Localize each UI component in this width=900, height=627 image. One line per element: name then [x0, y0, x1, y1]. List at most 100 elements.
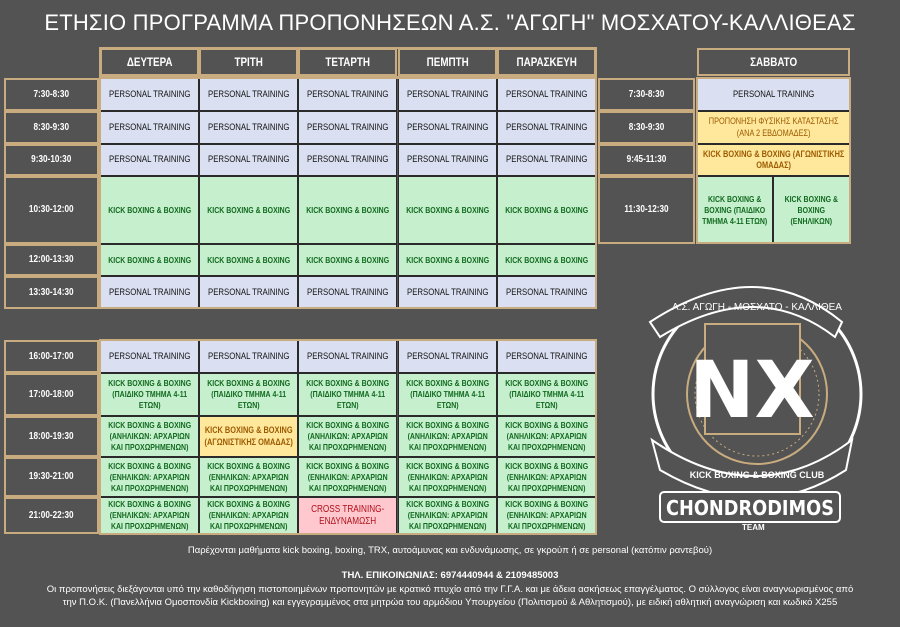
cell-text: PERSONAL TRAINING [505, 121, 588, 133]
cell-text: KICK BOXING & BOXING (ΕΝΗΛΙΚΩΝ: ΑΡΧΑΡΙΩΝ… [505, 499, 588, 531]
cell-text: 7:30-8:30 [33, 88, 70, 100]
day-header-3: ΠΕΜΠΤΗ [398, 48, 497, 76]
cell-text: ΔΕΥΤΕΡΑ [126, 55, 173, 69]
cell-text: PERSONAL TRAINING [732, 88, 815, 100]
cell-text: PERSONAL TRAINING [207, 121, 290, 133]
cell-text: PERSONAL TRAINING [306, 88, 389, 100]
cell-text: 8:30-9:30 [33, 121, 70, 133]
saturday-class-cell: KICK BOXING & BOXING (ΕΝΗΛΙΚΩΝ) [773, 176, 850, 244]
info-text: Οι προπονήσεις διεξάγονται υπό την καθοδ… [46, 584, 854, 608]
cell-text: PERSONAL TRAINING [505, 88, 588, 100]
time-slot: 16:00-17:00 [4, 340, 99, 373]
cell-text: CROSS TRAINING-ΕΝΔΥΝΑΜΩΣΗ [310, 503, 385, 527]
class-cell: PERSONAL TRAINING [199, 276, 298, 309]
class-cell: PERSONAL TRAINING [398, 276, 497, 309]
cell-text: PERSONAL TRAINING [505, 286, 588, 298]
cell-text: KICK BOXING & BOXING [306, 254, 389, 265]
day-header-4: ΠΑΡΑΣΚΕΥΗ [497, 48, 596, 76]
cell-text: KICK BOXING & BOXING (ΠΑΙΔΙΚΟ ΤΜΗΜΑ 4-11… [108, 378, 191, 410]
cell-text: KICK BOXING & BOXING (ΕΝΗΛΙΚΩΝ: ΑΡΧΑΡΙΩΝ… [505, 460, 588, 493]
class-cell: PERSONAL TRAINING [100, 111, 199, 144]
class-cell: PERSONAL TRAINING [398, 144, 497, 176]
class-cell: KICK BOXING & BOXING [298, 244, 397, 276]
saturday-class-cell: PERSONAL TRAINING [697, 78, 850, 111]
time-slot: 19:30-21:00 [4, 457, 99, 497]
cell-text: PERSONAL TRAINING [406, 121, 489, 133]
cell-text: KICK BOXING & BOXING (ΑΝΗΛΙΚΩΝ: ΑΡΧΑΡΙΩΝ… [505, 420, 588, 452]
cell-text: KICK BOXING & BOXING (ΕΝΗΛΙΚΩΝ: ΑΡΧΑΡΙΩΝ… [207, 460, 290, 493]
cell-text: 7:30-8:30 [628, 88, 665, 100]
class-cell: CROSS TRAINING-ΕΝΔΥΝΑΜΩΣΗ [298, 497, 397, 534]
cell-text: KICK BOXING & BOXING [306, 204, 389, 215]
time-slot: 7:30-8:30 [4, 78, 99, 111]
class-cell: PERSONAL TRAINING [100, 144, 199, 176]
class-cell: KICK BOXING & BOXING (ΕΝΗΛΙΚΩΝ: ΑΡΧΑΡΙΩΝ… [199, 457, 298, 497]
cell-text: PERSONAL TRAINING [406, 286, 489, 298]
cell-text: 16:00-17:00 [29, 350, 74, 362]
cell-text: KICK BOXING & BOXING (ΕΝΗΛΙΚΩΝ: ΑΡΧΑΡΙΩΝ… [108, 460, 191, 493]
saturday-time-slot: 11:30-12:30 [598, 176, 695, 244]
class-cell: KICK BOXING & BOXING (ΕΝΗΛΙΚΩΝ: ΑΡΧΑΡΙΩΝ… [398, 497, 497, 534]
saturday-time-slot: 8:30-9:30 [598, 111, 695, 144]
cell-text: PERSONAL TRAINING [406, 350, 489, 362]
class-cell: KICK BOXING & BOXING (ΠΑΙΔΙΚΟ ΤΜΗΜΑ 4-11… [100, 373, 199, 416]
class-cell: KICK BOXING & BOXING [199, 244, 298, 276]
class-cell: KICK BOXING & BOXING (ΕΝΗΛΙΚΩΝ: ΑΡΧΑΡΙΩΝ… [100, 497, 199, 534]
time-slot: 10:30-12:00 [4, 176, 99, 244]
class-cell: KICK BOXING & BOXING (ΠΑΙΔΙΚΟ ΤΜΗΜΑ 4-11… [199, 373, 298, 416]
cell-text: PERSONAL TRAINING [306, 350, 389, 362]
cell-text: 19:30-21:00 [29, 471, 74, 482]
cell-text: KICK BOXING & BOXING (ΑΝΗΛΙΚΩΝ: ΑΡΧΑΡΙΩΝ… [108, 420, 191, 452]
club-logo: Α.Σ. ΑΓΩΓΗ - ΜΟΣΧΑΤΟ - ΚΑΛΛΙΘΕΑ NX KICK … [648, 286, 863, 523]
cell-text: KICK BOXING & BOXING (ΕΝΗΛΙΚΩΝ: ΑΡΧΑΡΙΩΝ… [207, 499, 290, 531]
class-cell: KICK BOXING & BOXING (ΕΝΗΛΙΚΩΝ: ΑΡΧΑΡΙΩΝ… [398, 457, 497, 497]
logo-arc-text: Α.Σ. ΑΓΩΓΗ - ΜΟΣΧΑΤΟ - ΚΑΛΛΙΘΕΑ [672, 302, 842, 313]
cell-text: KICK BOXING & BOXING (ΠΑΙΔΙΚΟ ΤΜΗΜΑ 4-11… [505, 378, 588, 410]
class-cell: PERSONAL TRAINING [298, 78, 397, 111]
class-cell: PERSONAL TRAINING [199, 144, 298, 176]
cell-text: ΣΑΒΒΑΤΟ [750, 55, 798, 69]
cell-text: PERSONAL TRAINING [306, 121, 389, 133]
class-cell: PERSONAL TRAINING [497, 276, 596, 309]
cell-text: PERSONAL TRAINING [108, 88, 191, 100]
class-cell: KICK BOXING & BOXING [298, 176, 397, 244]
class-cell: KICK BOXING & BOXING (ΑΝΗΛΙΚΩΝ: ΑΡΧΑΡΙΩΝ… [298, 416, 397, 457]
time-slot: 17:00-18:00 [4, 373, 99, 416]
class-cell: PERSONAL TRAINING [497, 78, 596, 111]
cell-text: KICK BOXING & BOXING (ΑΝΗΛΙΚΩΝ: ΑΡΧΑΡΙΩΝ… [306, 420, 389, 452]
cell-text: KICK BOXING & BOXING (ΑΓΩΝΙΣΤΙΚΗΣ ΟΜΑΔΑΣ… [204, 425, 293, 447]
cell-text: ΠΡΟΠΟΝΗΣΗ ΦΥΣΙΚΗΣ ΚΑΤΑΣΤΑΣΗΣ (ΑΝΑ 2 ΕΒΔΟ… [708, 116, 839, 138]
class-cell: PERSONAL TRAINING [298, 276, 397, 309]
class-cell: KICK BOXING & BOXING (ΕΝΗΛΙΚΩΝ: ΑΡΧΑΡΙΩΝ… [100, 457, 199, 497]
cell-text: KICK BOXING & BOXING (ΠΑΙΔΙΚΟ ΤΜΗΜΑ 4-11… [306, 378, 389, 410]
class-cell: KICK BOXING & BOXING (ΑΓΩΝΙΣΤΙΚΗΣ ΟΜΑΔΑΣ… [199, 416, 298, 457]
cell-text: KICK BOXING & BOXING [505, 204, 588, 215]
class-cell: PERSONAL TRAINING [497, 144, 596, 176]
cell-text: 13:30-14:30 [29, 286, 74, 298]
cell-text: PERSONAL TRAINING [406, 154, 489, 165]
class-cell: KICK BOXING & BOXING [398, 176, 497, 244]
saturday-class-cell: KICK BOXING & BOXING (ΑΓΩΝΙΣΤΙΚΗΣ ΟΜΑΔΑΣ… [697, 144, 850, 176]
cell-text: PERSONAL TRAINING [306, 154, 389, 165]
logo-team-label: TEAM [742, 523, 765, 532]
cell-text: KICK BOXING & BOXING [207, 204, 290, 215]
class-cell: KICK BOXING & BOXING [100, 176, 199, 244]
class-cell: PERSONAL TRAINING [298, 340, 397, 373]
cell-text: PERSONAL TRAINING [108, 350, 191, 362]
page-title: ΕΤΗΣΙΟ ΠΡΟΓΡΑΜΜΑ ΠΡΟΠΟΝΗΣΕΩΝ Α.Σ. "ΑΓΩΓΗ… [44, 10, 856, 35]
cell-text: PERSONAL TRAINING [207, 88, 290, 100]
class-cell: KICK BOXING & BOXING [398, 244, 497, 276]
cell-text: KICK BOXING & BOXING [505, 254, 588, 265]
saturday-time-slot: 9:45-11:30 [598, 144, 695, 176]
logo-team-name: CHONDRODIMOS [666, 496, 834, 520]
cell-text: KICK BOXING & BOXING (ΕΝΗΛΙΚΩΝ: ΑΡΧΑΡΙΩΝ… [108, 499, 191, 531]
cell-text: KICK BOXING & BOXING [108, 254, 191, 265]
cell-text: KICK BOXING & BOXING [108, 204, 191, 215]
cell-text: KICK BOXING & BOXING (ΠΑΙΔΙΚΟ ΤΜΗΜΑ 4-11… [702, 193, 768, 226]
class-cell: PERSONAL TRAINING [199, 78, 298, 111]
class-cell: PERSONAL TRAINING [298, 111, 397, 144]
time-slot: 12:00-13:30 [4, 244, 99, 276]
class-cell: KICK BOXING & BOXING [497, 244, 596, 276]
class-cell: KICK BOXING & BOXING (ΕΝΗΛΙΚΩΝ: ΑΡΧΑΡΙΩΝ… [497, 457, 596, 497]
class-cell: KICK BOXING & BOXING (ΕΝΗΛΙΚΩΝ: ΑΡΧΑΡΙΩΝ… [199, 497, 298, 534]
